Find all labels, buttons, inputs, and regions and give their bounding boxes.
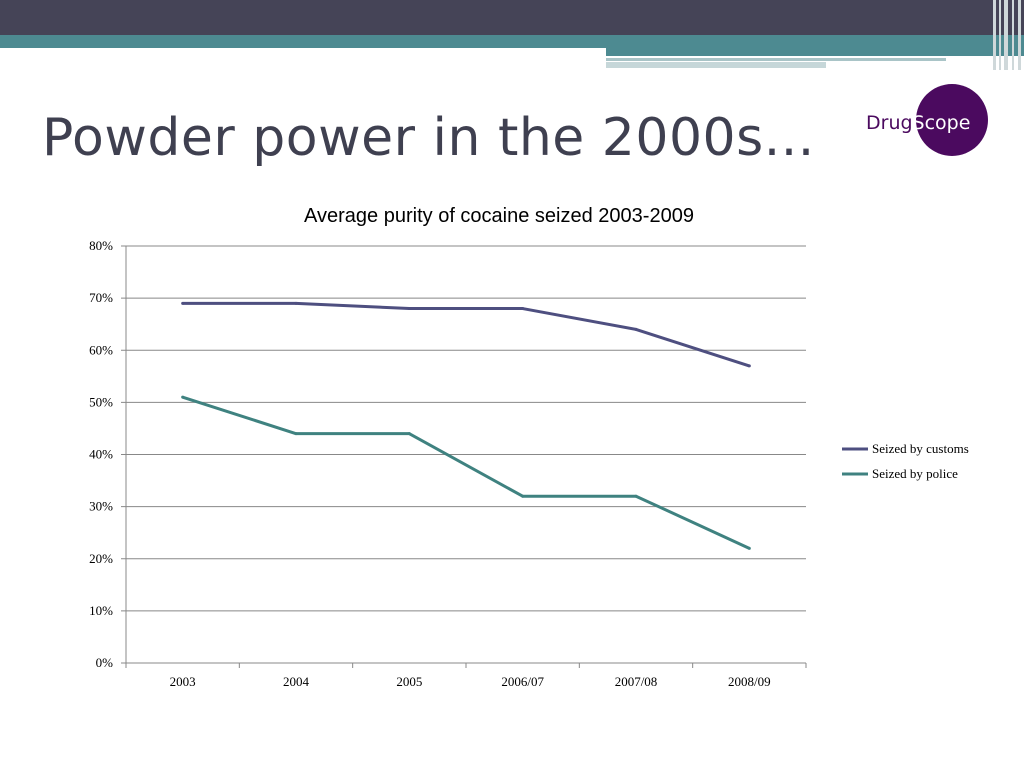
y-tick-label: 20% bbox=[89, 551, 113, 566]
series-line bbox=[182, 395, 750, 550]
accent-band bbox=[0, 35, 1024, 48]
data-point bbox=[181, 395, 185, 399]
x-tick-label: 2003 bbox=[170, 674, 196, 689]
y-axis-ticks: 0% 10% 20% 30% 40% 50% 60% 70% 80% bbox=[89, 238, 126, 670]
drugscope-logo: DrugScope bbox=[860, 82, 990, 158]
accent-band-lower bbox=[606, 48, 1024, 56]
data-point bbox=[294, 432, 298, 436]
x-tick-label: 2008/09 bbox=[728, 674, 771, 689]
decorative-lines bbox=[993, 0, 1024, 70]
y-tick-label: 0% bbox=[96, 655, 114, 670]
accent-strip-lower bbox=[606, 62, 826, 68]
gridlines bbox=[126, 245, 806, 612]
data-point bbox=[521, 494, 525, 498]
y-tick-label: 50% bbox=[89, 394, 113, 409]
legend-label: Seized by customs bbox=[872, 441, 969, 456]
header-bar bbox=[0, 0, 1024, 35]
series-line bbox=[182, 301, 750, 368]
y-tick-label: 80% bbox=[89, 238, 113, 253]
y-tick-label: 30% bbox=[89, 499, 113, 514]
x-tick-label: 2006/07 bbox=[501, 674, 544, 689]
y-tick-label: 60% bbox=[89, 342, 113, 357]
y-tick-label: 40% bbox=[89, 447, 113, 462]
chart-title: Average purity of cocaine seized 2003-20… bbox=[304, 205, 694, 227]
y-tick-label: 10% bbox=[89, 603, 113, 618]
line-chart: Average purity of cocaine seized 2003-20… bbox=[89, 205, 969, 689]
series-lines bbox=[181, 301, 751, 550]
data-point bbox=[747, 364, 751, 368]
data-point bbox=[407, 307, 411, 311]
logo-circle bbox=[916, 84, 988, 156]
slide-title: Powder power in the 2000s... bbox=[42, 108, 815, 168]
x-tick-label: 2004 bbox=[283, 674, 310, 689]
legend: Seized by customs Seized by police bbox=[842, 441, 969, 481]
data-point bbox=[747, 546, 751, 550]
data-point bbox=[634, 494, 638, 498]
accent-strip bbox=[606, 58, 946, 61]
data-point bbox=[294, 301, 298, 305]
x-axis-ticks: 2003 2004 2005 2006/07 2007/08 2008/09 bbox=[125, 663, 807, 689]
data-point bbox=[407, 432, 411, 436]
x-tick-label: 2005 bbox=[396, 674, 422, 689]
data-point bbox=[634, 327, 638, 331]
data-point bbox=[521, 307, 525, 311]
y-tick-label: 70% bbox=[89, 290, 113, 305]
data-point bbox=[181, 301, 185, 305]
x-tick-label: 2007/08 bbox=[615, 674, 658, 689]
legend-label: Seized by police bbox=[872, 466, 958, 481]
logo-text: DrugScope bbox=[866, 112, 971, 134]
